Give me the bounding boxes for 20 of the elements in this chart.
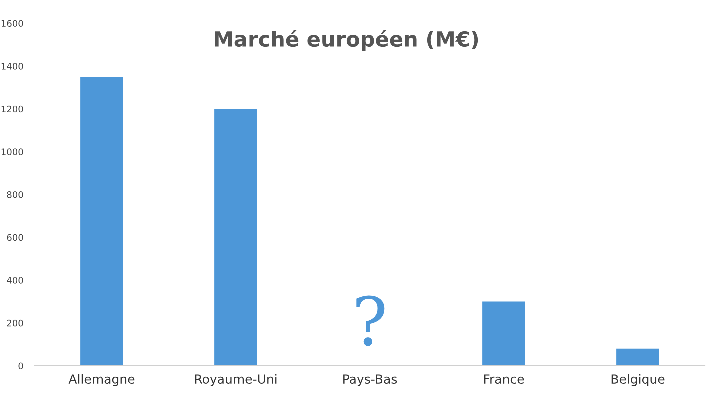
x-tick-label: Allemagne <box>68 374 135 386</box>
y-tick-label: 1000 <box>2 148 24 156</box>
x-tick-label: France <box>484 374 524 384</box>
bar <box>616 348 660 366</box>
y-tick-label: 200 <box>7 320 24 327</box>
bar <box>80 77 124 366</box>
y-tick-label: 600 <box>7 234 24 242</box>
y-tick-label: 800 <box>7 191 24 198</box>
bar <box>482 302 526 366</box>
y-tick-label: 400 <box>7 277 24 284</box>
y-tick-label: 0 <box>18 362 24 370</box>
y-tick-label: 1600 <box>2 20 24 28</box>
x-tick-label: Royaume-Uni <box>195 374 277 386</box>
bar <box>214 109 258 366</box>
annotation: ? <box>356 296 385 346</box>
x-tick-label: Pays-Bas <box>344 374 398 386</box>
chart-title: Marché européen (M€) <box>215 30 478 52</box>
y-tick-label: 1200 <box>2 106 24 113</box>
x-tick-label: Belgique <box>612 374 665 386</box>
y-tick-label: 1400 <box>2 63 24 70</box>
